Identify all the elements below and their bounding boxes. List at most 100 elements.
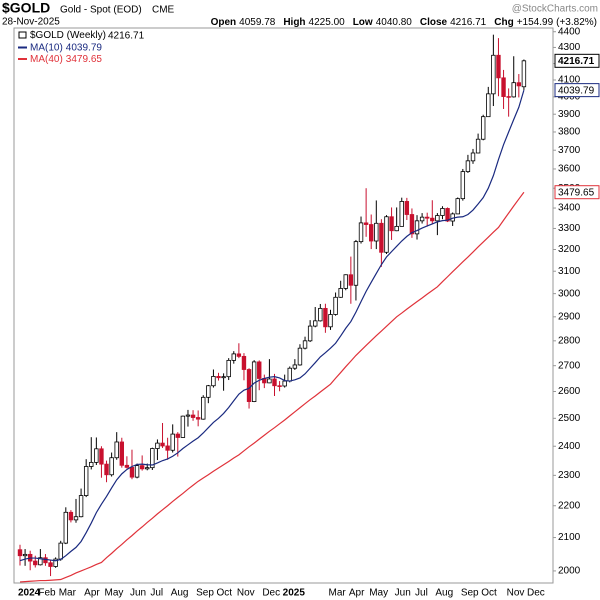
candle-body [33, 560, 38, 566]
x-tick-label: Mar [328, 588, 346, 599]
candle-body [384, 216, 389, 253]
chart-subtitle: Gold - Spot (EOD) [60, 5, 142, 16]
x-tick-label: Dec [262, 588, 280, 599]
candle-body [221, 376, 226, 379]
x-tick-label: Oct [217, 588, 233, 599]
x-tick-label: Dec [527, 588, 545, 599]
x-tick-label: Nov [507, 588, 525, 599]
candle-body [160, 442, 165, 447]
ma-line [19, 89, 525, 562]
x-tick-label: Jun [395, 588, 411, 599]
y-tick-label: 2300 [558, 470, 581, 481]
candle-body [307, 325, 313, 342]
y-tick-label: 2600 [558, 386, 581, 397]
candle-body [83, 466, 89, 496]
x-tick-label: Sep [196, 588, 214, 599]
candle-body [231, 353, 236, 361]
chart-title: $GOLD [2, 0, 50, 16]
candle-body [409, 214, 415, 235]
x-tick-label: 2025 [283, 588, 306, 599]
x-tick-label: Aug [171, 588, 189, 599]
candle-body [318, 307, 323, 322]
candle-body [17, 549, 23, 557]
x-tick-label: Apr [349, 588, 365, 599]
candle-body [440, 208, 445, 216]
y-tick-label: 2700 [558, 360, 581, 371]
candle-body [435, 215, 440, 222]
candle-body [185, 414, 191, 417]
candle-body [48, 562, 53, 567]
candle-body [124, 464, 130, 468]
candle-body [338, 288, 343, 298]
candle-body [226, 359, 231, 378]
header-value: 4225.00 [309, 17, 346, 28]
y-tick-label: 2100 [558, 532, 581, 543]
candle-body [363, 222, 369, 225]
x-tick-label: May [105, 588, 124, 599]
y-tick-label: 2800 [558, 335, 581, 346]
ma-line [19, 191, 525, 583]
date: 28-Nov-2025 [2, 17, 60, 28]
y-tick-label: 3100 [558, 266, 581, 277]
candle-body [506, 96, 511, 98]
x-tick-label: Aug [435, 588, 453, 599]
y-tick-label: 3400 [558, 203, 581, 214]
header-name: Chg [494, 17, 513, 28]
candle-body [445, 208, 450, 222]
candle-body [267, 378, 272, 384]
value-box [554, 185, 600, 200]
header-name: Low [353, 17, 373, 28]
y-tick-label: 3800 [558, 127, 581, 138]
y-tick-label: 4100 [558, 75, 581, 86]
candle-body [272, 378, 277, 387]
header-name: Open [211, 17, 237, 28]
candle-body [333, 296, 338, 315]
x-tick-label: Sep [461, 588, 479, 599]
candle-body [516, 82, 522, 87]
candle-body [119, 441, 124, 466]
candle-body [99, 448, 104, 465]
value-box-label: 3479.65 [558, 187, 595, 198]
candle-body [78, 495, 84, 518]
candle-body [511, 82, 516, 98]
legend-value: 4216.71 [108, 30, 145, 41]
candle-body [129, 466, 135, 478]
candle-body [94, 448, 99, 463]
value-box-label: 4216.71 [558, 56, 595, 67]
x-tick-label: Apr [84, 588, 100, 599]
candle-body [195, 417, 201, 420]
candle-body [491, 54, 496, 95]
candle-body [358, 222, 364, 243]
candle-body [282, 380, 287, 387]
candle-body [180, 415, 186, 438]
y-tick-label: 3300 [558, 223, 581, 234]
x-tick-label: Jun [130, 588, 146, 599]
y-tick-label: 3900 [558, 109, 581, 120]
price-header: Open 4059.78 High 4225.00 Low 4040.80 Close 421… [211, 17, 597, 28]
candle-body [22, 553, 28, 557]
value-box [554, 53, 600, 68]
candle-body [374, 222, 379, 242]
x-tick-label: Feb [38, 588, 56, 599]
candle-body [150, 448, 155, 469]
candle-body [521, 60, 527, 88]
x-tick-label: 2024 [18, 588, 41, 599]
header-name: Close [420, 17, 448, 28]
y-tick-label: 2900 [558, 311, 581, 322]
x-tick-label: Jul [415, 588, 428, 599]
candle-body [73, 516, 79, 521]
header-name: High [283, 17, 305, 28]
y-tick-label: 3200 [558, 244, 581, 255]
candle-body [424, 216, 430, 219]
legend-value: 4216.71 [108, 30, 145, 41]
candle-body [104, 463, 109, 476]
exchange: CME [152, 5, 175, 16]
candle-body [38, 557, 43, 566]
candle-body [404, 201, 410, 215]
candle-body [292, 364, 298, 369]
value-box-label: 4039.79 [558, 85, 595, 96]
candle-body [63, 511, 69, 544]
candle-body [465, 160, 471, 173]
candle-body [43, 557, 48, 564]
